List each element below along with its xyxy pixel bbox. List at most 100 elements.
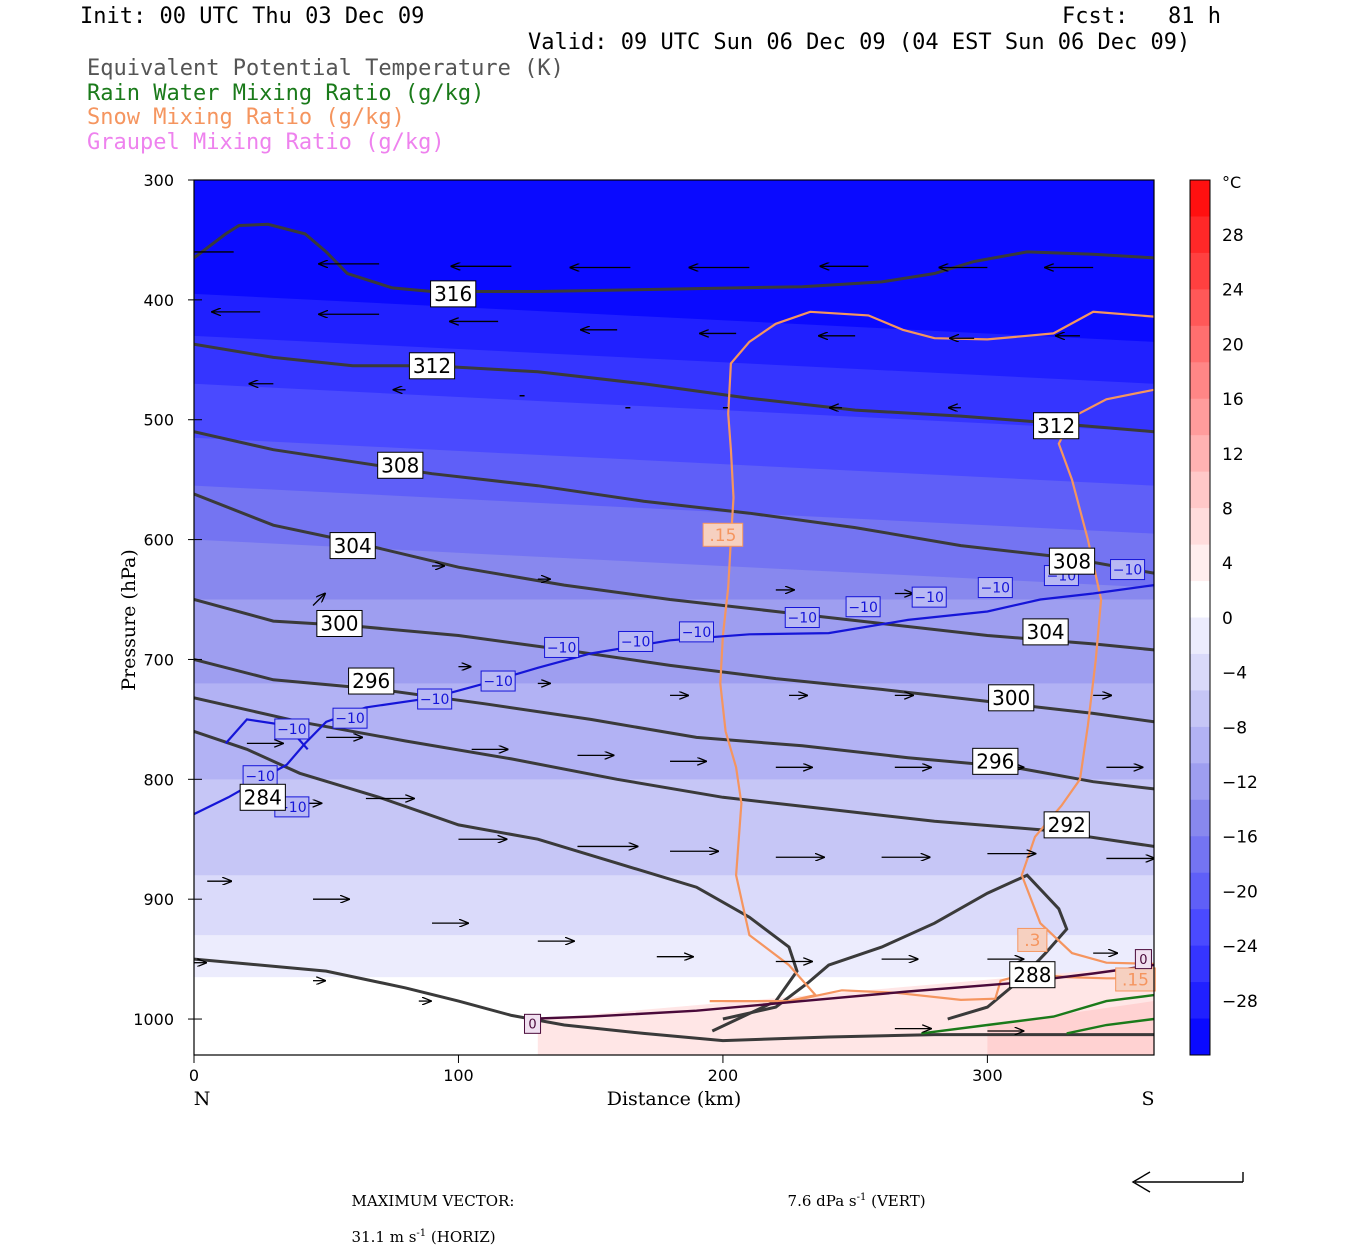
theta-e-label-box (1033, 412, 1080, 440)
reference-arrow (1131, 1171, 1244, 1193)
snow-label-box (1017, 927, 1048, 952)
wind-vector (312, 594, 325, 606)
colorbar-segment (1190, 398, 1210, 436)
colorbar-tick-label: −28 (1222, 992, 1258, 1012)
isotherm-label-box (977, 577, 1013, 599)
isotherm-label-box (678, 621, 714, 643)
colorbar-segment (1190, 653, 1210, 691)
vert-unit: (VERT) (866, 1192, 926, 1210)
colorbar-tick-label: −8 (1222, 718, 1247, 738)
theta-e-label-box (329, 532, 376, 560)
theta-e-label: 300 (992, 686, 1030, 710)
theta-e-label-box (972, 747, 1019, 775)
y-tick-label: 600 (143, 531, 174, 550)
theta-e-label-box (430, 280, 477, 308)
colorbar-segment (1190, 690, 1210, 728)
theta-e-label: 308 (1053, 549, 1091, 573)
theta-e-label-box (1022, 618, 1069, 646)
colorbar-segment (1190, 726, 1210, 764)
colorbar-frame (1189, 179, 1211, 1056)
isotherm-label: −10 (277, 722, 307, 738)
theta-e-contour (194, 957, 1154, 1043)
snow-label: .3 (1024, 931, 1040, 951)
isotherm-label: −10 (787, 611, 817, 627)
colorbar-segment (1190, 799, 1210, 837)
colorbar-segment (1190, 581, 1210, 618)
theta-e-label: 292 (1048, 813, 1086, 837)
y-tick-label: 500 (143, 411, 174, 430)
forecast-hour: Fcst: 81 h (1062, 4, 1221, 29)
snow-label: .15 (709, 526, 736, 546)
y-tick-label: 800 (143, 770, 174, 789)
isotherm-label-box (784, 607, 820, 628)
y-tick-label: 1000 (133, 1010, 174, 1029)
colorbar-segment (1190, 289, 1210, 327)
isotherm-label: −10 (245, 769, 275, 785)
graupel-label-box (1134, 949, 1152, 970)
isotherm-label: −10 (335, 711, 365, 727)
y-tick-label: 900 (143, 890, 174, 909)
theta-e-label: 300 (320, 612, 358, 636)
snow-contour (788, 972, 1154, 1004)
theta-e-label-box (1048, 547, 1096, 575)
colorbar-segment (1190, 982, 1210, 1020)
colorbar-segment (1190, 836, 1210, 874)
theta-e-label: 296 (352, 669, 390, 693)
x-tick-label: 0 (189, 1066, 199, 1085)
colorbar-tick-label: 4 (1222, 554, 1233, 574)
snow-label: .15 (1122, 971, 1149, 991)
isotherm-label: −10 (981, 581, 1011, 597)
theta-e-label: 304 (1026, 620, 1064, 644)
colorbar-tick-label: 28 (1222, 226, 1244, 246)
isotherm-label-box (480, 670, 516, 692)
colorbar-unit: °C (1222, 173, 1241, 192)
theta-e-label-box (348, 667, 395, 695)
colorbar-tick-label: 16 (1222, 390, 1244, 410)
y-tick-label: 300 (143, 171, 174, 190)
isotherm-label: −10 (682, 625, 712, 641)
colorbar-segment (1190, 252, 1210, 290)
isotherm-label-box (417, 688, 453, 710)
theta-e-contour (194, 658, 1154, 791)
graupel-label: 0 (1139, 953, 1147, 968)
x-tick-label: 200 (708, 1066, 739, 1085)
colorbar-tick-label: −24 (1222, 937, 1258, 957)
rain-contour (921, 993, 1154, 1035)
isotherm-label: −10 (547, 641, 577, 657)
isotherm-label: −10 (848, 600, 878, 616)
y-axis-title: Pressure (hPa) (118, 549, 140, 691)
colorbar-tick-label: 0 (1222, 609, 1233, 629)
colorbar-segment (1190, 1018, 1210, 1056)
isotherm-label-box (274, 718, 310, 740)
graupel-label-box (523, 1013, 542, 1034)
colorbar-tick-label: 8 (1222, 500, 1233, 520)
colorbar-tick-label: −4 (1222, 664, 1247, 684)
colorbar-tick-label: −20 (1222, 882, 1258, 902)
colorbar-segment (1190, 872, 1210, 910)
colorbar-segment (1190, 544, 1210, 582)
legend-theta-e: Equivalent Potential Temperature (K) (87, 56, 564, 81)
colorbar-segment (1190, 325, 1210, 363)
legend-graupel: Graupel Mixing Ratio (g/kg) (87, 130, 445, 155)
theta-e-contour (194, 430, 1154, 575)
colorbar-tick-label: 20 (1222, 335, 1244, 355)
theta-e-label-box (239, 783, 286, 811)
vert-vector-footer: 7.6 dPa s-1 (VERT) (778, 1174, 926, 1210)
colorbar-segment (1190, 180, 1210, 217)
graupel-label: 0 (528, 1018, 536, 1033)
colorbar-segment (1190, 508, 1210, 546)
isotherm-label: −10 (621, 635, 651, 651)
theta-e-label-box (1009, 961, 1056, 989)
colorbar-tick-label: 12 (1222, 445, 1244, 465)
colorbar-segment (1190, 763, 1210, 801)
theta-e-contour (194, 729, 799, 1033)
isotherm-label: −10 (914, 590, 944, 606)
south-label: S (1141, 1088, 1154, 1110)
vert-max-value: 7.6 dPa s (787, 1192, 857, 1210)
theta-e-label-box (408, 352, 456, 380)
theta-e-label-box (377, 451, 424, 479)
isotherm-label-box (911, 586, 947, 608)
theta-e-label-box (988, 684, 1035, 712)
legend-snow: Snow Mixing Ratio (g/kg) (87, 105, 405, 130)
isotherm-label: −10 (1113, 563, 1143, 579)
